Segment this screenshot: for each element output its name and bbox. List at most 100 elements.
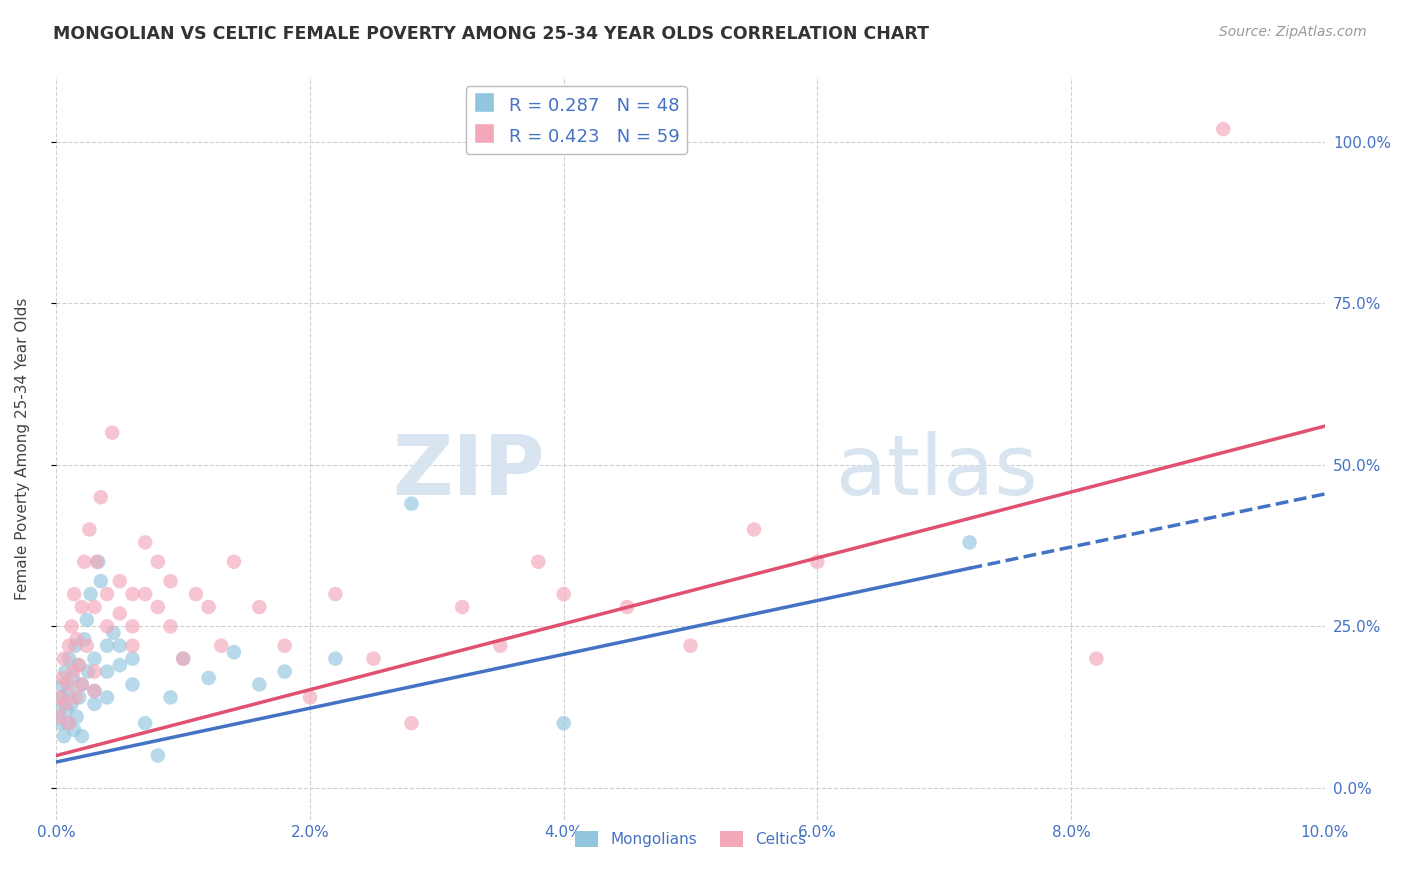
Point bbox=[96, 587, 118, 601]
Point bbox=[134, 716, 156, 731]
Point bbox=[134, 587, 156, 601]
Point bbox=[184, 587, 207, 601]
Point bbox=[83, 697, 105, 711]
Point bbox=[62, 671, 84, 685]
Point bbox=[52, 671, 75, 685]
Point bbox=[62, 665, 84, 679]
Point bbox=[121, 619, 143, 633]
Point bbox=[67, 658, 90, 673]
Point bbox=[553, 587, 575, 601]
Point bbox=[67, 690, 90, 705]
Point bbox=[121, 677, 143, 691]
Point bbox=[63, 723, 86, 737]
Point bbox=[247, 599, 270, 614]
Point bbox=[53, 697, 76, 711]
Text: Source: ZipAtlas.com: Source: ZipAtlas.com bbox=[1219, 25, 1367, 39]
Point bbox=[58, 684, 80, 698]
Point bbox=[60, 697, 83, 711]
Point bbox=[1212, 122, 1234, 136]
Point bbox=[299, 690, 322, 705]
Point bbox=[83, 599, 105, 614]
Point bbox=[70, 677, 93, 691]
Point bbox=[66, 710, 89, 724]
Point bbox=[159, 574, 181, 589]
Point bbox=[63, 587, 86, 601]
Text: atlas: atlas bbox=[837, 431, 1038, 511]
Point bbox=[86, 555, 108, 569]
Point bbox=[197, 671, 219, 685]
Point bbox=[76, 639, 98, 653]
Point bbox=[273, 665, 295, 679]
Point bbox=[65, 639, 87, 653]
Point bbox=[70, 677, 93, 691]
Point bbox=[742, 523, 765, 537]
Point bbox=[134, 535, 156, 549]
Point bbox=[401, 716, 423, 731]
Point bbox=[121, 651, 143, 665]
Point bbox=[65, 690, 87, 705]
Point bbox=[146, 748, 169, 763]
Y-axis label: Female Poverty Among 25-34 Year Olds: Female Poverty Among 25-34 Year Olds bbox=[15, 298, 30, 600]
Point bbox=[58, 651, 80, 665]
Point bbox=[146, 555, 169, 569]
Point bbox=[222, 555, 245, 569]
Point bbox=[172, 651, 194, 665]
Point bbox=[553, 716, 575, 731]
Point bbox=[103, 625, 125, 640]
Point bbox=[96, 690, 118, 705]
Legend: Mongolians, Celtics: Mongolians, Celtics bbox=[569, 825, 813, 854]
Point bbox=[53, 651, 76, 665]
Point bbox=[325, 651, 347, 665]
Point bbox=[83, 651, 105, 665]
Point bbox=[806, 555, 828, 569]
Point bbox=[90, 574, 112, 589]
Point bbox=[51, 690, 73, 705]
Point bbox=[53, 729, 76, 743]
Point bbox=[121, 639, 143, 653]
Point bbox=[96, 665, 118, 679]
Point bbox=[108, 639, 131, 653]
Point bbox=[56, 716, 79, 731]
Point bbox=[146, 599, 169, 614]
Point bbox=[1085, 651, 1108, 665]
Point bbox=[197, 599, 219, 614]
Point bbox=[79, 587, 101, 601]
Point bbox=[363, 651, 385, 665]
Point bbox=[108, 574, 131, 589]
Point bbox=[325, 587, 347, 601]
Point bbox=[66, 658, 89, 673]
Point bbox=[77, 665, 100, 679]
Point bbox=[96, 639, 118, 653]
Point bbox=[76, 613, 98, 627]
Point bbox=[489, 639, 512, 653]
Point bbox=[90, 490, 112, 504]
Point bbox=[401, 497, 423, 511]
Point bbox=[70, 729, 93, 743]
Point bbox=[58, 716, 80, 731]
Point bbox=[959, 535, 981, 549]
Point bbox=[66, 632, 89, 647]
Point bbox=[96, 619, 118, 633]
Point bbox=[87, 555, 110, 569]
Point bbox=[209, 639, 232, 653]
Point bbox=[48, 703, 70, 717]
Text: ZIP: ZIP bbox=[392, 431, 544, 511]
Point bbox=[121, 587, 143, 601]
Point bbox=[58, 639, 80, 653]
Point bbox=[172, 651, 194, 665]
Point bbox=[83, 684, 105, 698]
Point bbox=[73, 555, 96, 569]
Text: MONGOLIAN VS CELTIC FEMALE POVERTY AMONG 25-34 YEAR OLDS CORRELATION CHART: MONGOLIAN VS CELTIC FEMALE POVERTY AMONG… bbox=[53, 25, 929, 43]
Point bbox=[451, 599, 474, 614]
Point bbox=[56, 677, 79, 691]
Point bbox=[52, 677, 75, 691]
Point bbox=[79, 523, 101, 537]
Point bbox=[49, 716, 72, 731]
Point bbox=[70, 599, 93, 614]
Point bbox=[83, 665, 105, 679]
Point bbox=[247, 677, 270, 691]
Point bbox=[108, 607, 131, 621]
Point bbox=[53, 665, 76, 679]
Point bbox=[49, 690, 72, 705]
Point bbox=[55, 703, 77, 717]
